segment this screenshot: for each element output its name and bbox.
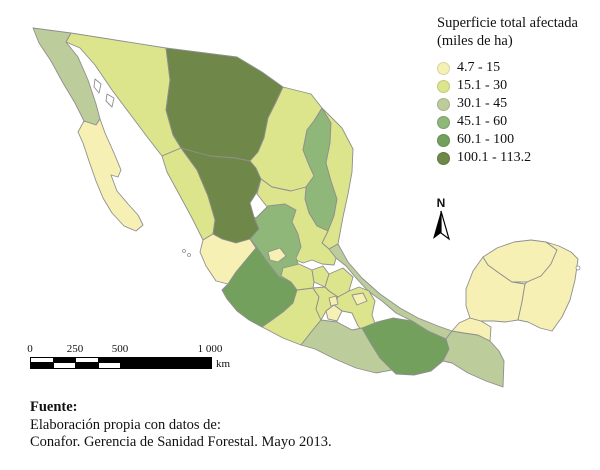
region-quintana-roo <box>517 241 579 332</box>
states <box>32 27 579 388</box>
region-baja-california-sur <box>77 118 144 232</box>
scale-cell <box>52 357 77 364</box>
source-heading: Fuente: <box>30 399 78 415</box>
island-tiburon <box>105 93 115 108</box>
legend-title-line2: (miles de ha) <box>437 33 513 49</box>
scale-cell <box>97 357 122 364</box>
scale-cell <box>30 357 55 364</box>
scale-tick-250: 250 <box>66 343 84 355</box>
region-guerrero <box>300 319 393 374</box>
region-aguascalientes <box>267 247 287 263</box>
legend-item: 45.1 - 60 <box>437 113 597 131</box>
scale-cell <box>52 362 77 369</box>
legend-item: 30.1 - 45 <box>437 95 597 113</box>
legend-item: 100.1 - 113.2 <box>437 149 597 167</box>
legend-item-label: 30.1 - 45 <box>457 96 508 111</box>
region-cdmx <box>328 295 339 307</box>
legend-swatch-icon <box>437 61 450 75</box>
region-morelos <box>325 304 343 322</box>
region-chiapas <box>442 330 505 388</box>
region-tabasco <box>451 317 492 342</box>
island-marias-2 <box>187 253 191 257</box>
source-note: Fuente: Elaboración propia con datos de:… <box>30 399 332 452</box>
scale-cell <box>97 362 122 369</box>
islands <box>93 78 581 271</box>
scale-cell <box>120 357 212 364</box>
legend-item-label: 4.7 - 15 <box>457 60 501 75</box>
scale-bar-graphic <box>30 357 212 369</box>
scale-tick-500: 500 <box>111 343 129 355</box>
scale-cell <box>120 362 212 369</box>
legend-swatch-icon <box>437 133 450 147</box>
legend-item: 60.1 - 100 <box>437 131 597 149</box>
north-arrow: N <box>428 197 454 246</box>
scale-bar-ticks: 0 250 500 1 000 <box>27 343 260 356</box>
legend-item-label: 100.1 - 113.2 <box>457 150 532 165</box>
north-arrow-icon <box>433 210 451 241</box>
region-tlaxcala <box>351 292 368 306</box>
legend-item-label: 60.1 - 100 <box>457 132 515 147</box>
scale-unit-label: km <box>216 358 231 370</box>
island-angel-de-la-guarda <box>93 78 102 94</box>
scale-tick-0: 0 <box>27 343 33 355</box>
legend-swatch-icon <box>437 115 450 129</box>
legend-items: 4.7 - 15 15.1 - 30 30.1 - 45 45.1 - 60 6… <box>437 59 597 167</box>
island-cozumel <box>575 265 581 271</box>
legend-title-line1: Superficie total afectada <box>437 15 578 31</box>
legend-item-label: 45.1 - 60 <box>457 114 508 129</box>
legend-title: Superficie total afectada (miles de ha) <box>437 14 597 50</box>
legend-swatch-icon <box>437 97 450 111</box>
legend: Superficie total afectada (miles de ha) … <box>437 14 597 167</box>
scale-cell <box>75 357 100 364</box>
scale-cell <box>75 362 100 369</box>
scale-bar: 0 250 500 1 000 km <box>27 343 260 370</box>
legend-item-label: 15.1 - 30 <box>457 78 508 93</box>
legend-swatch-icon <box>437 79 450 93</box>
source-line1: Elaboración propia con datos de: <box>30 416 221 433</box>
source-line2: Conafor. Gerencia de Sanidad Forestal. M… <box>30 434 332 450</box>
island-marias-1 <box>182 249 186 253</box>
legend-swatch-icon <box>437 151 450 165</box>
legend-item: 4.7 - 15 <box>437 59 597 77</box>
legend-item: 15.1 - 30 <box>437 77 597 95</box>
scale-tick-1000: 1 000 <box>197 343 223 355</box>
north-arrow-label: N <box>436 196 446 210</box>
scale-cell <box>30 362 55 369</box>
